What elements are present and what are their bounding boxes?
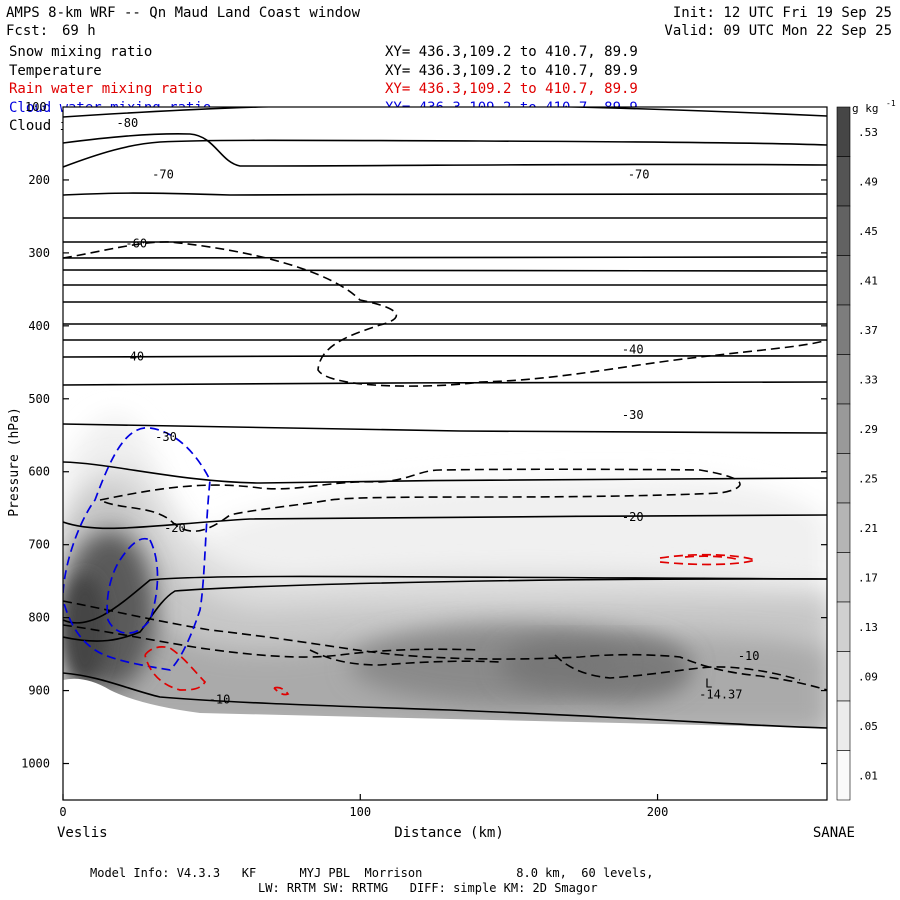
contour-labels: -80 -70 -70 -60 -40 -40 -30 -30 -20 -20 -10 -10 L-14…: [117, 116, 760, 707]
colorbar-box: [836, 205, 851, 256]
chart-title: AMPS 8-km WRF -- Qn Maud Land Coast wind…: [6, 5, 361, 21]
colorbar-label: .09: [858, 670, 878, 683]
colorbar-label: .37: [858, 324, 878, 337]
x-tick-label: 0: [59, 805, 66, 819]
colorbar-label: .33: [858, 373, 878, 386]
contour-label: L: [705, 676, 712, 690]
y-tick-label: 900: [28, 684, 50, 698]
snow-contours: [63, 241, 827, 691]
contour-label: -80: [117, 116, 139, 130]
colorbar: .53 .49 .45 .41 .37 .33 .29 .25 .21 .17 .13 .09 .05.…: [836, 99, 896, 801]
field-xy: XY= 436.3,109.2 to 410.7, 89.9: [385, 81, 638, 97]
colorbar-box: [836, 304, 851, 355]
y-tick-label: 400: [28, 319, 50, 333]
colorbar-label: .41: [858, 274, 878, 287]
contour-label: -70: [628, 167, 650, 181]
colorbar-box: [836, 651, 851, 702]
colorbar-box: [836, 354, 851, 405]
snow-shading: [63, 107, 827, 800]
contour-label: -60: [125, 237, 147, 251]
field-xy: XY= 436.3,109.2 to 410.7, 89.9: [385, 44, 638, 60]
y-axis-label: Pressure (hPa): [7, 407, 22, 517]
colorbar-label: .05: [858, 720, 878, 733]
forecast-hours: 69 h: [62, 23, 96, 39]
contour-label: -40: [122, 350, 144, 364]
colorbar-box: [836, 106, 851, 157]
left-endpoint: Veslis: [57, 825, 108, 841]
colorbar-label: .17: [858, 571, 878, 584]
colorbar-box: [836, 601, 851, 652]
contour-label: -14.37: [699, 687, 742, 701]
model-physics: LW: RRTM SW: RRTMG DIFF: simple KM: 2D S…: [258, 881, 598, 895]
rain-water-contours: [144, 553, 758, 696]
colorbar-unit: g kg: [852, 102, 879, 115]
colorbar-box: [836, 552, 851, 603]
right-endpoint: SANAE: [813, 825, 855, 841]
colorbar-label: .25: [858, 472, 878, 485]
y-tick-label: 1000: [21, 757, 50, 771]
contour-label: -30: [622, 408, 644, 422]
contour-label: -20: [622, 510, 644, 524]
contour-label: -40: [622, 342, 644, 356]
colorbar-label: .13: [858, 621, 878, 634]
colorbar-label: .45: [858, 225, 878, 238]
colorbar-box: [836, 502, 851, 553]
colorbar-box: [836, 255, 851, 306]
colorbar-label: .01: [858, 769, 878, 782]
y-tick-label: 700: [28, 538, 50, 552]
field-xy: XY= 436.3,109.2 to 410.7, 89.9: [385, 62, 638, 79]
plot-frame: [62, 106, 828, 801]
x-tick-label: 100: [349, 805, 371, 819]
y-tick-label: 200: [28, 173, 50, 187]
colorbar-box: [836, 403, 851, 454]
y-tick-label: 800: [28, 611, 50, 625]
colorbar-unit-exponent: -1: [886, 99, 896, 108]
colorbar-label: .29: [858, 423, 878, 436]
x-tick-label: 200: [647, 805, 669, 819]
x-axis-label: Distance (km): [394, 825, 504, 841]
y-tick-label: 600: [28, 465, 50, 479]
y-tick-label: 300: [28, 246, 50, 260]
colorbar-box: [836, 156, 851, 207]
field-name: Snow mixing ratio: [9, 44, 153, 60]
colorbar-box: [836, 750, 851, 801]
colorbar-label: .21: [858, 522, 878, 535]
temperature-contours: [63, 107, 827, 729]
init-time: Init: 12 UTC Fri 19 Sep 25: [672, 5, 892, 21]
valid-time: Valid: 09 UTC Mon 22 Sep 25: [664, 23, 892, 39]
colorbar-box: [836, 453, 851, 504]
contour-label: -10: [738, 649, 760, 663]
contour-label: -30: [155, 430, 177, 444]
model-info: Model Info: V4.3.3 KF MYJ PBL Morrison 8…: [90, 866, 654, 880]
colorbar-box: [836, 700, 851, 751]
field-name: Temperature: [9, 62, 102, 79]
colorbar-label: .49: [858, 175, 878, 188]
colorbar-label: .53: [858, 126, 878, 139]
y-tick-label-top: 100: [25, 100, 47, 114]
y-tick-label: 500: [28, 392, 50, 406]
contour-label: -10: [209, 693, 231, 707]
field-name: Rain water mixing ratio: [9, 81, 203, 97]
contour-label: -70: [152, 167, 174, 181]
contour-label: -20: [164, 521, 186, 535]
forecast-label: Fcst:: [6, 23, 49, 39]
cloud-water-contours: [63, 427, 211, 671]
